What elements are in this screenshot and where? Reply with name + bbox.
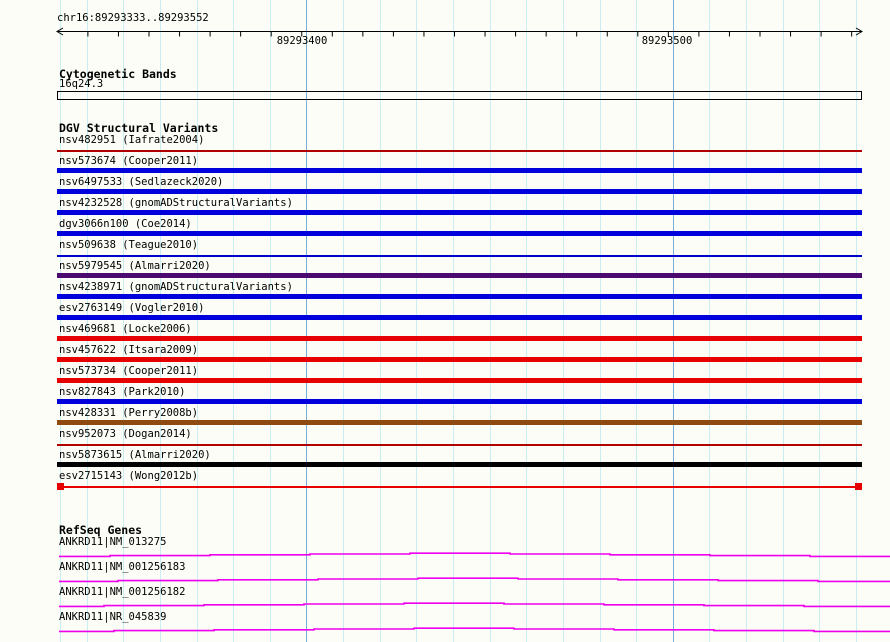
ruler-coordinate-label: 89293500 (641, 35, 693, 47)
variant-label: nsv469681 (Locke2006) (59, 323, 192, 335)
variant-glyph[interactable] (57, 357, 862, 362)
variant-label: nsv482951 (Iafrate2004) (59, 134, 205, 146)
ruler-right-arrow-icon (855, 27, 863, 36)
grid-line (87, 0, 88, 642)
grid-line (343, 0, 344, 642)
variant-label: nsv573734 (Cooper2011) (59, 365, 199, 377)
grid-line (123, 0, 124, 642)
variant-glyph[interactable] (57, 168, 862, 173)
gene-label: ANKRD11|NM_013275 (59, 536, 167, 548)
variant-label: nsv428331 (Perry2008b) (59, 407, 199, 419)
grid-line (233, 0, 234, 642)
variant-glyph[interactable] (57, 378, 862, 383)
grid-line (160, 0, 161, 642)
variant-glyph[interactable] (57, 231, 862, 236)
variant-label: esv2715143 (Wong2012b) (59, 470, 199, 482)
variant-label: nsv4238971 (gnomADStructuralVariants) (59, 281, 293, 293)
gene-transcript-line[interactable] (59, 627, 890, 633)
gene-label: ANKRD11|NM_001256182 (59, 586, 186, 598)
grid-line-major (306, 0, 307, 642)
variant-glyph[interactable] (57, 444, 862, 446)
variant-label: esv2763149 (Vogler2010) (59, 302, 205, 314)
grid-line (60, 0, 61, 642)
variant-label: dgv3066n100 (Coe2014) (59, 218, 192, 230)
grid-line (197, 0, 198, 642)
variant-glyph[interactable] (57, 336, 862, 341)
grid-line (563, 0, 564, 642)
ruler-left-arrow-icon (56, 27, 64, 36)
variant-glyph[interactable] (57, 210, 862, 215)
variant-label: nsv952073 (Dogan2014) (59, 428, 192, 440)
dgv-section-header: DGV Structural Variants (59, 121, 219, 135)
variant-glyph[interactable] (57, 420, 862, 425)
variant-label: nsv5979545 (Almarri2020) (59, 260, 211, 272)
grid-line (783, 0, 784, 642)
ruler-coordinate-label: 89293400 (276, 35, 328, 47)
variant-endpoint-square[interactable] (57, 483, 64, 490)
gene-transcript-line[interactable] (59, 602, 890, 608)
variant-label: nsv5873615 (Almarri2020) (59, 449, 211, 461)
region-title: chr16:89293333..89293552 (57, 12, 209, 24)
variant-glyph[interactable] (57, 399, 862, 404)
grid-line (709, 0, 710, 642)
cytoband-label: 16q24.3 (59, 78, 104, 90)
grid-line (819, 0, 820, 642)
gene-transcript-line[interactable] (59, 552, 890, 558)
variant-label: nsv4232528 (gnomADStructuralVariants) (59, 197, 293, 209)
variant-glyph[interactable] (57, 462, 862, 467)
variant-label: nsv827843 (Park2010) (59, 386, 186, 398)
cytobands-section-header: Cytogenetic Bands (59, 67, 177, 81)
grid-line (526, 0, 527, 642)
grid-line (453, 0, 454, 642)
variant-glyph[interactable] (57, 189, 862, 194)
gene-label: ANKRD11|NR_045839 (59, 611, 167, 623)
grid-line (380, 0, 381, 642)
grid-line (416, 0, 417, 642)
variant-glyph[interactable] (57, 315, 862, 320)
grid-line (856, 0, 857, 642)
variant-label: nsv573674 (Cooper2011) (59, 155, 199, 167)
gene-label: ANKRD11|NM_001256183 (59, 561, 186, 573)
variant-glyph[interactable] (57, 273, 862, 278)
variant-glyph[interactable] (57, 486, 862, 488)
variant-endpoint-square[interactable] (855, 483, 862, 490)
grid-line (490, 0, 491, 642)
grid-line (600, 0, 601, 642)
gene-transcript-line[interactable] (59, 577, 890, 583)
grid-line (636, 0, 637, 642)
variant-glyph[interactable] (57, 255, 862, 257)
grid-line (746, 0, 747, 642)
grid-line (270, 0, 271, 642)
grid-line-major (673, 0, 674, 642)
variant-glyph[interactable] (57, 150, 862, 152)
refseq-section-header: RefSeq Genes (59, 523, 143, 537)
variant-label: nsv457622 (Itsara2009) (59, 344, 199, 356)
variant-label: nsv509638 (Teague2010) (59, 239, 199, 251)
variant-glyph[interactable] (57, 294, 862, 299)
cytoband-glyph[interactable] (57, 91, 862, 100)
variant-label: nsv6497533 (Sedlazeck2020) (59, 176, 224, 188)
